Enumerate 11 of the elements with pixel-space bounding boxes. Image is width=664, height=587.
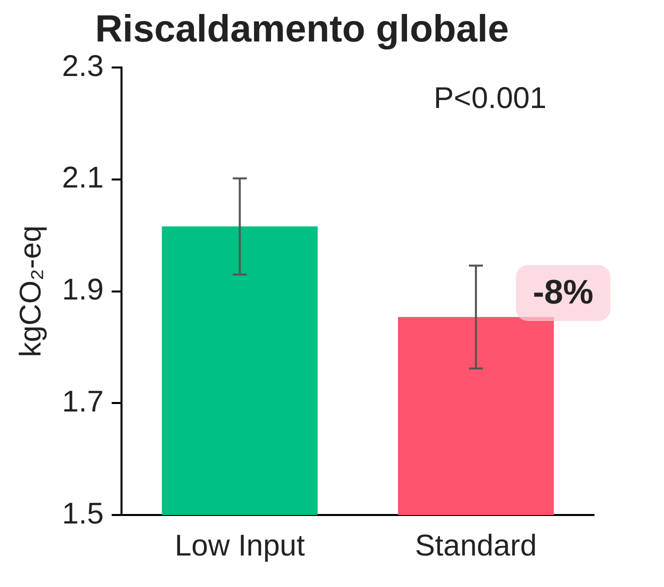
x-tick-label: Low Input <box>174 529 306 562</box>
y-tick-label: 2.1 <box>62 162 104 195</box>
y-tick-label: 1.7 <box>62 385 104 418</box>
y-tick-label: 1.5 <box>62 497 104 530</box>
annotation: -8% <box>532 273 594 312</box>
x-tick-label: Standard <box>415 529 537 562</box>
y-axis-title: kgCO₂-eq <box>14 225 48 358</box>
y-tick-label: 2.3 <box>62 50 104 83</box>
y-tick-label: 1.9 <box>62 274 104 307</box>
chart-title: Riscaldamento globale <box>95 8 509 50</box>
annotation: P<0.001 <box>434 82 546 115</box>
